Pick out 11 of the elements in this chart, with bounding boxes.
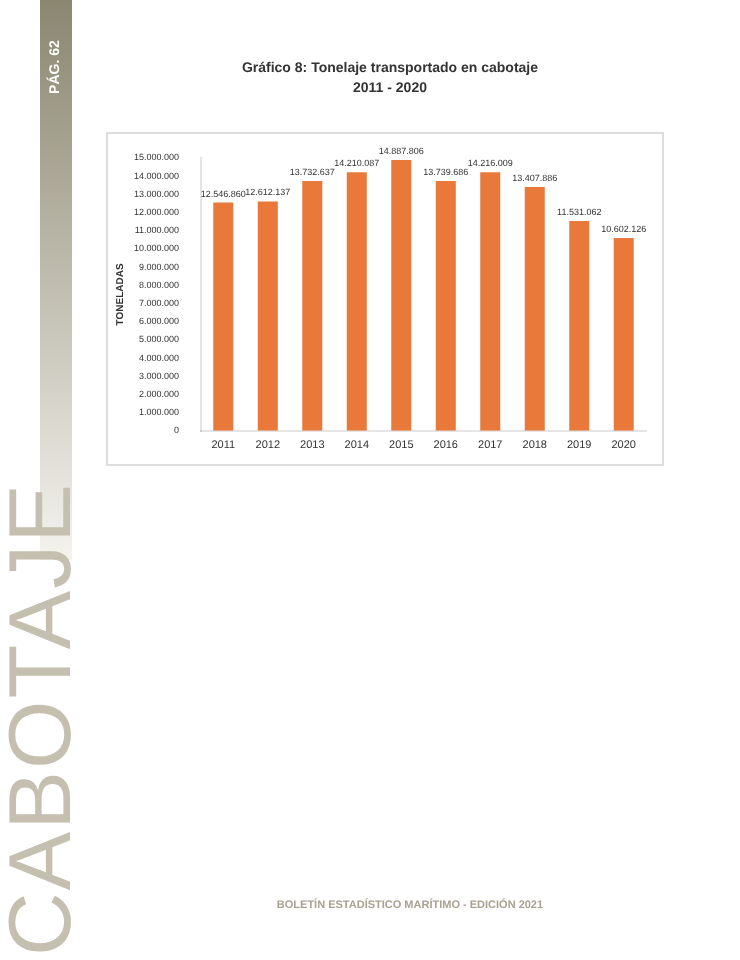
bar [435,180,456,431]
bar [213,202,234,431]
bar [524,186,545,431]
bar [257,201,278,431]
bar [480,172,501,431]
bar [569,221,590,431]
bar [302,181,323,431]
bar [613,237,634,431]
text: CABOTAJE [0,481,92,956]
bar [346,172,367,431]
bar [391,160,412,431]
